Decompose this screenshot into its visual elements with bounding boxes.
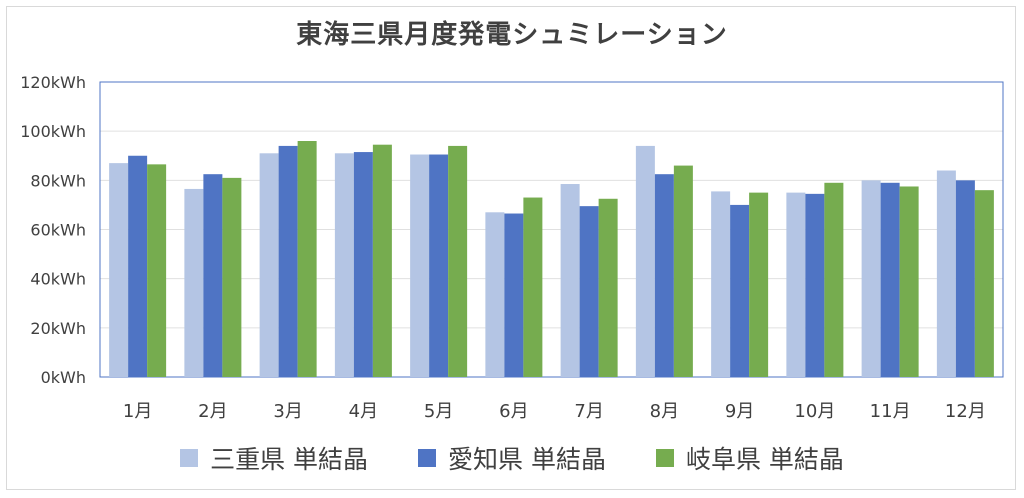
x-tick-label: 8月 xyxy=(650,401,679,422)
y-tick-label: 20kWh xyxy=(30,319,86,338)
y-axis-ticks: 0kWh 20kWh 40kWh 60kWh 80kWh 100kWh 120kWh xyxy=(20,73,86,387)
bar xyxy=(654,174,674,377)
x-tick-label: 2月 xyxy=(198,401,227,422)
bar xyxy=(786,192,806,377)
bar xyxy=(673,165,693,377)
bar xyxy=(560,184,580,377)
bar xyxy=(635,145,655,377)
bar xyxy=(278,145,298,377)
bar xyxy=(297,141,317,377)
bar xyxy=(730,204,750,377)
bar xyxy=(711,191,731,377)
x-tick-label: 11月 xyxy=(870,401,911,422)
bar xyxy=(372,144,392,377)
bar xyxy=(184,188,204,377)
bar xyxy=(410,154,430,377)
bar xyxy=(955,180,975,377)
legend-swatch-gifu xyxy=(655,449,674,467)
plot-area-border xyxy=(99,81,1004,378)
legend-item-aichi: 愛知県 単結晶 xyxy=(418,440,606,476)
bar xyxy=(880,182,900,377)
legend-item-gifu: 岐阜県 単結晶 xyxy=(655,440,844,476)
bar xyxy=(259,153,279,377)
x-tick-label: 12月 xyxy=(945,401,986,422)
chart-bars xyxy=(109,141,994,377)
legend-label-mie: 三重県 単結晶 xyxy=(210,445,369,474)
bar xyxy=(504,213,524,377)
x-axis-ticks: 1月 2月 3月 4月 5月 6月 7月 8月 9月 10月 11月 12月 xyxy=(123,401,986,422)
y-tick-label: 0kWh xyxy=(41,368,86,387)
y-tick-label: 100kWh xyxy=(20,122,86,141)
x-tick-label: 1月 xyxy=(123,401,152,422)
legend-swatch-mie xyxy=(180,449,199,467)
bar xyxy=(598,198,618,377)
bar xyxy=(805,193,825,377)
bar xyxy=(448,145,468,377)
y-tick-label: 40kWh xyxy=(30,270,86,289)
x-tick-label: 7月 xyxy=(574,401,603,422)
x-tick-label: 9月 xyxy=(725,401,754,422)
bar xyxy=(899,186,919,377)
x-tick-label: 10月 xyxy=(794,401,835,422)
bar xyxy=(861,180,881,377)
bar xyxy=(974,190,994,377)
bar xyxy=(109,163,129,377)
bar xyxy=(353,152,373,377)
bar xyxy=(936,170,956,377)
bar xyxy=(128,155,148,377)
chart-title: 東海三県月度発電シュミレーション xyxy=(296,20,728,50)
bar xyxy=(203,174,223,377)
bar xyxy=(485,212,505,377)
legend-label-aichi: 愛知県 単結晶 xyxy=(448,445,606,474)
chart-legend: 三重県 単結晶 愛知県 単結晶 岐阜県 単結晶 xyxy=(0,440,1024,476)
y-tick-label: 80kWh xyxy=(30,171,86,190)
legend-label-gifu: 岐阜県 単結晶 xyxy=(685,445,844,474)
bar xyxy=(824,182,844,377)
legend-swatch-aichi xyxy=(418,449,437,467)
bar xyxy=(429,154,449,377)
bar xyxy=(523,197,543,377)
bar xyxy=(222,177,242,377)
x-tick-label: 6月 xyxy=(499,401,528,422)
x-tick-label: 4月 xyxy=(349,401,378,422)
bar xyxy=(147,164,167,377)
bar xyxy=(749,192,769,377)
y-tick-label: 60kWh xyxy=(30,221,86,240)
legend-item-mie: 三重県 単結晶 xyxy=(180,440,368,476)
bar xyxy=(579,206,599,377)
x-tick-label: 3月 xyxy=(273,401,302,422)
y-tick-label: 120kWh xyxy=(20,73,86,92)
x-tick-label: 5月 xyxy=(424,401,453,422)
bar xyxy=(334,153,354,377)
